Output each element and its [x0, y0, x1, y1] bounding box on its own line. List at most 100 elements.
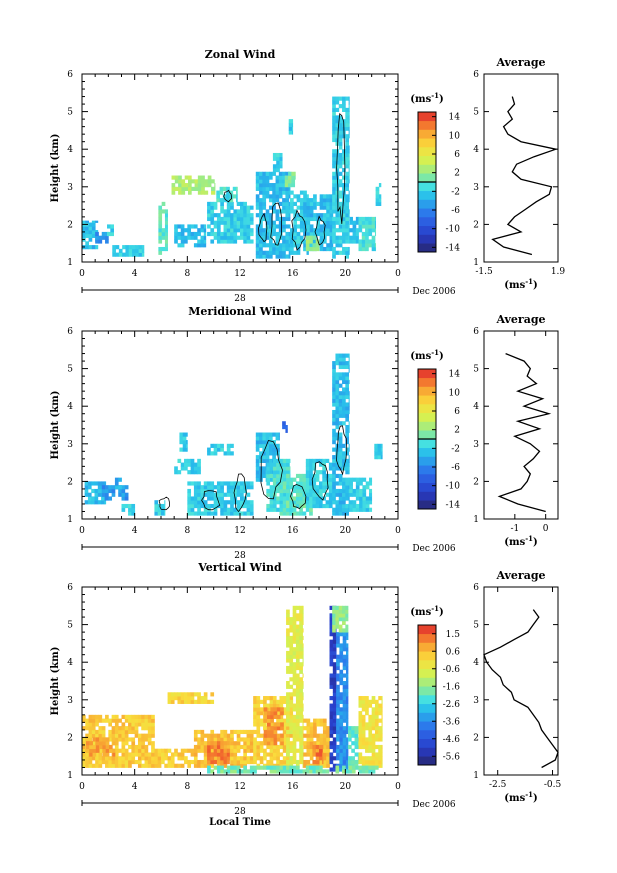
- heatmap-cell: [309, 209, 314, 214]
- heatmap-cell: [243, 748, 247, 753]
- heatmap-cell: [295, 473, 300, 479]
- heatmap-cell: [342, 231, 346, 237]
- heatmap-cell: [315, 500, 320, 505]
- heatmap-cell: [197, 696, 201, 701]
- heatmap-cell: [272, 477, 277, 482]
- heatmap-cell: [319, 235, 324, 240]
- heatmap-cell: [102, 744, 107, 750]
- heatmap-cell: [249, 205, 254, 210]
- heatmap-cell: [354, 733, 359, 738]
- heatmap-cell: [279, 462, 284, 467]
- heatmap-cell: [105, 718, 109, 723]
- heatmap-cell: [223, 769, 228, 774]
- heatmap-cell: [269, 473, 274, 479]
- heatmap-cell: [105, 239, 109, 244]
- heatmap-cell: [266, 477, 271, 482]
- heatmap-cell: [141, 722, 145, 727]
- heatmap-cell: [279, 699, 284, 704]
- heatmap-cell: [255, 231, 260, 237]
- heatmap-cell: [306, 216, 311, 222]
- heatmap-cell: [193, 756, 198, 761]
- contour-line: [270, 202, 283, 246]
- heatmap-cell: [207, 765, 211, 770]
- heatmap-cell: [342, 684, 347, 689]
- heatmap-cell: [381, 737, 383, 742]
- heatmap-cell: [378, 726, 382, 731]
- heatmap-cell: [147, 741, 152, 746]
- y-tick-label: 1: [67, 515, 73, 525]
- heatmap-cell: [286, 707, 290, 712]
- heatmap-cell: [289, 669, 294, 674]
- average-unit-close: ): [533, 793, 538, 804]
- heatmap-cell: [342, 647, 347, 652]
- heatmap-cell: [329, 198, 334, 203]
- heatmap-cell: [292, 722, 297, 727]
- heatmap-cell: [309, 473, 313, 479]
- heatmap-cell: [92, 752, 97, 757]
- average-unit-exponent: -1: [525, 790, 533, 799]
- x-tick-label: 12: [234, 269, 245, 279]
- heatmap-cell: [141, 248, 145, 253]
- heatmap-cell: [240, 224, 244, 229]
- heatmap-cell: [230, 205, 234, 210]
- heatmap-cell: [329, 741, 334, 746]
- heatmap-cell: [211, 190, 215, 195]
- heatmap-cell: [291, 179, 296, 184]
- heatmap-cell: [273, 707, 278, 712]
- heatmap-cell: [288, 126, 293, 131]
- heatmap-cell: [128, 252, 133, 257]
- heatmap-cell: [309, 729, 314, 735]
- heatmap-cell: [371, 228, 376, 233]
- heatmap-cell: [97, 488, 102, 494]
- heatmap-cell: [158, 216, 163, 222]
- date-label: Dec 2006: [412, 800, 456, 810]
- heatmap-cell: [375, 201, 380, 206]
- heatmap-cell: [282, 496, 287, 501]
- heatmap-cell: [336, 711, 340, 716]
- heatmap-cell: [270, 741, 274, 746]
- heatmap-cell: [255, 432, 260, 437]
- heatmap-cell: [174, 470, 178, 475]
- heatmap-cell: [368, 729, 373, 735]
- heatmap-cell: [368, 741, 373, 746]
- heatmap-cell: [177, 756, 182, 761]
- heatmap-cell: [338, 115, 343, 120]
- heatmap-cell: [292, 500, 297, 505]
- heatmap-cell: [85, 733, 89, 738]
- heatmap-cell: [223, 239, 228, 244]
- heatmap-cell: [236, 186, 238, 191]
- heatmap-cell: [286, 462, 290, 467]
- heatmap-cell: [289, 470, 291, 475]
- heatmap-cell: [265, 254, 270, 259]
- heatmap-cell: [278, 455, 280, 460]
- heatmap-cell: [279, 485, 284, 490]
- heatmap-cell: [85, 756, 89, 761]
- heatmap-cell: [154, 500, 159, 505]
- heatmap-cell: [134, 759, 139, 765]
- heatmap-cell: [348, 406, 350, 411]
- heatmap-cell: [210, 692, 215, 697]
- heatmap-cell: [342, 628, 346, 633]
- heatmap-cell: [282, 216, 286, 222]
- heatmap-cell: [335, 107, 340, 112]
- heatmap-cell: [306, 752, 311, 757]
- heatmap-cell: [203, 235, 207, 240]
- heatmap-cell: [197, 741, 201, 746]
- heatmap-cell: [309, 503, 313, 509]
- heatmap-cell: [182, 432, 187, 437]
- heatmap-cell: [203, 696, 208, 701]
- heatmap-cell: [124, 748, 129, 753]
- heatmap-cell: [365, 239, 369, 244]
- heatmap-cell: [177, 235, 182, 240]
- heatmap-cell: [371, 756, 376, 761]
- heatmap-cell: [118, 488, 122, 494]
- heatmap-cell: [272, 696, 277, 701]
- heatmap-cell: [131, 748, 136, 753]
- contour-line: [311, 461, 329, 501]
- heatmap-cell: [259, 198, 263, 203]
- heatmap-cell: [309, 756, 314, 761]
- heatmap-cell: [276, 756, 280, 761]
- heatmap-cell: [351, 741, 355, 746]
- heatmap-cell: [266, 492, 271, 497]
- heatmap-cell: [295, 703, 300, 708]
